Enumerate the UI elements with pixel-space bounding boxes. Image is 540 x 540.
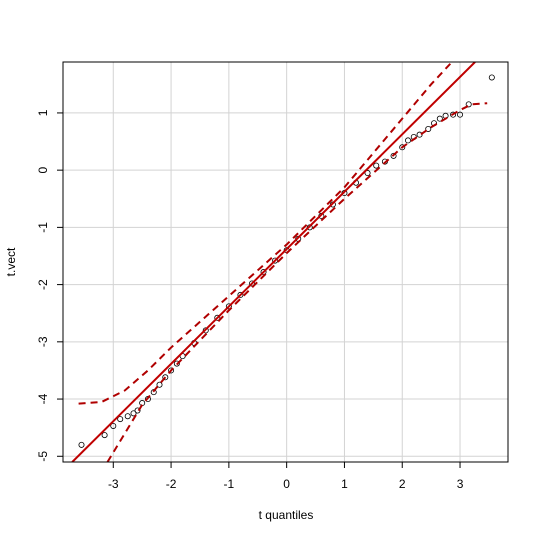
point xyxy=(390,152,397,159)
point xyxy=(156,381,163,388)
envelope-lower xyxy=(106,102,488,462)
y-tick-label: -2 xyxy=(36,279,50,290)
point xyxy=(364,170,371,177)
plot-frame xyxy=(62,61,509,463)
y-tick-label: -3 xyxy=(36,336,50,347)
x-tick-label: 1 xyxy=(341,477,348,491)
point xyxy=(416,131,423,138)
point xyxy=(465,101,472,108)
point xyxy=(436,115,443,122)
x-tick-label: -2 xyxy=(166,477,177,491)
point xyxy=(373,162,380,169)
point xyxy=(173,360,180,367)
y-tick-label: -5 xyxy=(36,451,50,462)
envelope-upper xyxy=(78,62,453,405)
point xyxy=(214,314,221,321)
point xyxy=(162,374,169,381)
point xyxy=(134,407,141,414)
x-axis-label: t quantiles xyxy=(259,508,314,522)
point xyxy=(168,367,175,374)
point xyxy=(78,441,85,448)
point xyxy=(488,74,495,81)
y-tick-label: 1 xyxy=(36,109,50,116)
point xyxy=(117,416,124,423)
point xyxy=(425,125,432,132)
point xyxy=(457,111,464,118)
x-tick-label: 2 xyxy=(399,477,406,491)
x-tick-label: -1 xyxy=(224,477,235,491)
point xyxy=(399,144,406,151)
x-tick-label: -3 xyxy=(108,477,119,491)
y-tick-label: -1 xyxy=(36,222,50,233)
y-axis-label: t.vect xyxy=(4,247,18,276)
x-tick-label: 0 xyxy=(283,477,290,491)
reference-line xyxy=(71,62,476,462)
y-tick-label: -4 xyxy=(36,393,50,404)
point xyxy=(237,291,244,298)
point xyxy=(272,257,279,264)
point xyxy=(450,111,457,118)
point xyxy=(124,413,131,420)
point xyxy=(130,410,137,417)
y-tick-label: 0 xyxy=(36,166,50,173)
x-tick-label: 3 xyxy=(457,477,464,491)
point xyxy=(405,137,412,144)
point xyxy=(110,422,117,429)
point xyxy=(101,432,108,439)
